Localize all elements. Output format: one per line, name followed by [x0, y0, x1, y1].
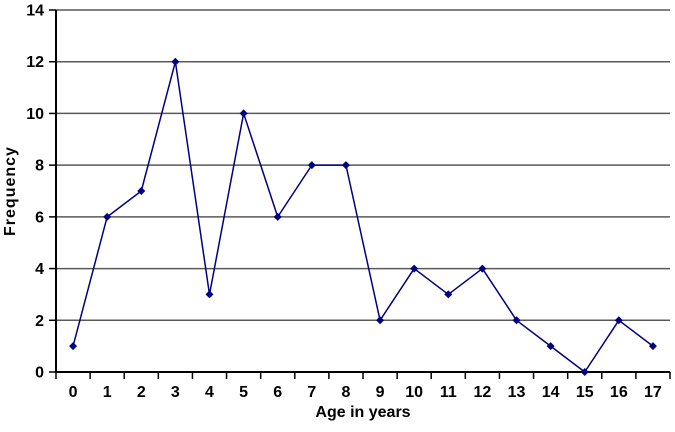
data-point-marker	[239, 109, 248, 118]
data-point-marker	[444, 290, 453, 299]
data-point-marker	[580, 368, 589, 376]
x-tick-label: 3	[171, 384, 180, 401]
y-tick-label: 12	[26, 54, 44, 71]
data-point-marker	[69, 342, 78, 351]
x-tick-label: 9	[376, 384, 385, 401]
data-point-marker	[614, 316, 623, 325]
data-point-marker	[103, 212, 112, 221]
data-point-marker	[273, 212, 282, 221]
data-series-line	[72, 60, 654, 373]
x-tick-label: 14	[542, 384, 560, 401]
x-tick-label: 7	[307, 384, 316, 401]
x-tick-label: 15	[576, 384, 594, 401]
data-point-marker	[341, 161, 350, 170]
y-tick-label: 4	[35, 261, 44, 278]
data-point-marker	[137, 187, 146, 195]
data-point-marker	[478, 264, 487, 273]
y-tick-label: 2	[35, 313, 44, 330]
x-tick-label: 13	[508, 384, 526, 401]
x-tick-label: 6	[273, 384, 282, 401]
data-point-marker	[376, 316, 385, 325]
y-tick-label: 8	[35, 158, 44, 175]
data-point-marker	[307, 161, 316, 170]
x-tick-label: 11	[440, 384, 457, 401]
x-tick-label: 17	[644, 384, 662, 401]
x-tick-label: 2	[137, 384, 146, 401]
data-point-marker	[546, 342, 555, 351]
y-tick-label: 0	[35, 365, 44, 382]
x-tick-label: 8	[341, 384, 350, 401]
x-tick-label: 4	[205, 384, 214, 401]
x-tick-label: 5	[239, 384, 248, 401]
data-point-marker	[205, 290, 214, 299]
y-tick-label: 14	[26, 3, 44, 20]
y-tick-label: 10	[26, 106, 44, 123]
data-point-marker	[410, 264, 419, 273]
x-tick-label: 10	[405, 384, 423, 401]
data-point-marker	[171, 57, 180, 66]
x-tick-label: 1	[103, 384, 112, 401]
y-tick-label: 6	[35, 209, 44, 226]
data-point-marker	[648, 342, 657, 351]
x-tick-label: 12	[473, 384, 491, 401]
x-tick-label: 0	[69, 384, 78, 401]
data-point-marker	[512, 316, 521, 325]
x-tick-label: 16	[610, 384, 628, 401]
